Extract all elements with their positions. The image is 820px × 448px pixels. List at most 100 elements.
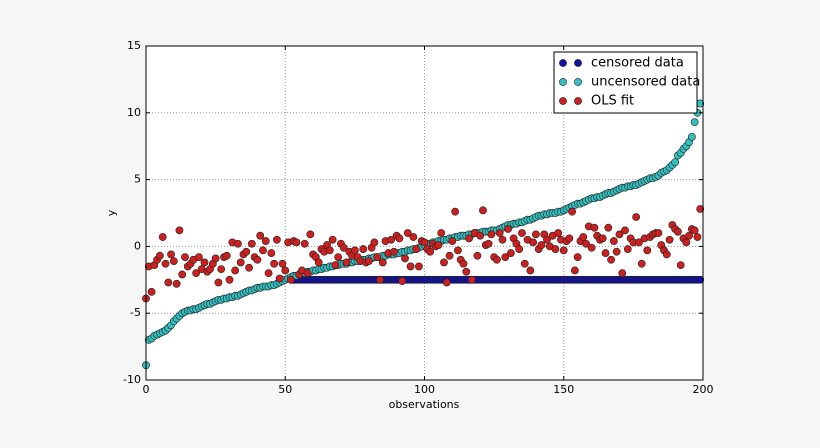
point bbox=[286, 275, 295, 284]
point bbox=[234, 239, 242, 248]
legend-label: OLS fit bbox=[591, 94, 634, 109]
x-tick-label: 50 bbox=[278, 383, 292, 396]
legend-label: uncensored data bbox=[591, 75, 700, 90]
point bbox=[403, 229, 412, 237]
point bbox=[621, 226, 629, 235]
point bbox=[537, 241, 546, 249]
point bbox=[498, 235, 507, 244]
point bbox=[395, 234, 404, 243]
point bbox=[406, 262, 415, 271]
legend: censored data uncensored data OLS fit bbox=[553, 51, 700, 114]
point bbox=[334, 253, 343, 261]
point bbox=[339, 243, 348, 252]
point bbox=[181, 253, 189, 261]
point bbox=[687, 132, 696, 141]
point bbox=[551, 245, 560, 253]
point bbox=[225, 275, 234, 284]
point bbox=[501, 253, 510, 261]
point bbox=[643, 246, 652, 255]
point bbox=[506, 249, 515, 257]
point bbox=[696, 205, 705, 213]
y-tick-label: 15 bbox=[127, 39, 141, 52]
point bbox=[598, 234, 607, 243]
point bbox=[612, 247, 621, 256]
legend-marker bbox=[574, 59, 582, 67]
point bbox=[178, 270, 187, 279]
point bbox=[434, 241, 443, 249]
point bbox=[573, 253, 582, 261]
point bbox=[462, 267, 471, 276]
point bbox=[278, 259, 287, 268]
x-tick-label: 100 bbox=[414, 383, 435, 396]
point bbox=[587, 243, 596, 252]
point bbox=[222, 251, 231, 260]
point bbox=[415, 262, 423, 271]
point bbox=[373, 253, 382, 261]
y-axis-label: y bbox=[105, 209, 118, 216]
point bbox=[662, 250, 671, 259]
point bbox=[389, 247, 398, 256]
legend-marker bbox=[574, 97, 582, 105]
legend-label: censored data bbox=[591, 56, 684, 71]
point bbox=[654, 229, 663, 237]
point bbox=[169, 257, 178, 265]
point bbox=[487, 230, 496, 239]
point bbox=[259, 246, 267, 255]
y-tick-label: 0 bbox=[134, 239, 141, 252]
point bbox=[359, 245, 368, 253]
point bbox=[465, 234, 473, 243]
point bbox=[147, 287, 156, 296]
point bbox=[331, 261, 340, 270]
marks bbox=[142, 99, 705, 370]
point bbox=[256, 231, 265, 240]
point bbox=[520, 259, 529, 268]
point bbox=[398, 277, 407, 286]
point bbox=[632, 213, 641, 221]
point bbox=[682, 238, 691, 247]
point bbox=[245, 263, 253, 272]
y-tick-label: 10 bbox=[127, 106, 141, 119]
point bbox=[158, 233, 167, 241]
point bbox=[476, 231, 485, 240]
point bbox=[609, 237, 618, 245]
point bbox=[164, 278, 173, 287]
point bbox=[590, 223, 599, 232]
point bbox=[518, 229, 526, 237]
point bbox=[618, 269, 627, 278]
point bbox=[582, 239, 590, 248]
point bbox=[376, 275, 384, 284]
point bbox=[253, 255, 262, 264]
point bbox=[495, 229, 504, 237]
point bbox=[211, 254, 220, 263]
point bbox=[261, 237, 270, 245]
x-tick-label: 200 bbox=[693, 383, 714, 396]
point bbox=[674, 227, 682, 236]
legend-marker bbox=[559, 97, 567, 105]
point bbox=[264, 269, 273, 278]
point bbox=[409, 233, 418, 241]
point bbox=[570, 266, 579, 275]
point bbox=[696, 275, 705, 284]
point bbox=[690, 226, 699, 235]
point bbox=[401, 254, 409, 263]
point bbox=[364, 257, 373, 265]
point bbox=[175, 226, 184, 235]
point bbox=[448, 237, 457, 245]
point bbox=[370, 238, 379, 247]
y-tick-label: 5 bbox=[134, 173, 141, 186]
point bbox=[172, 279, 181, 288]
point bbox=[529, 238, 538, 247]
point bbox=[493, 255, 501, 264]
point bbox=[267, 249, 276, 257]
point bbox=[671, 158, 680, 167]
point bbox=[690, 118, 699, 127]
point bbox=[515, 245, 524, 253]
point bbox=[195, 253, 203, 261]
point bbox=[615, 230, 624, 239]
point bbox=[292, 238, 301, 247]
point bbox=[579, 233, 588, 241]
point bbox=[479, 206, 487, 215]
point bbox=[604, 223, 613, 232]
point bbox=[300, 239, 309, 248]
